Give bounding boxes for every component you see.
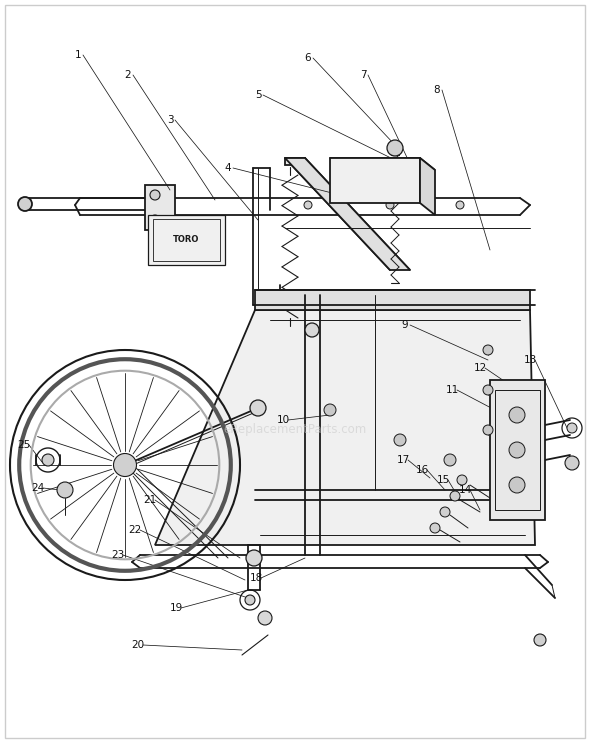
Circle shape xyxy=(440,507,450,517)
Circle shape xyxy=(456,201,464,209)
Circle shape xyxy=(18,197,32,211)
Circle shape xyxy=(509,407,525,423)
Circle shape xyxy=(57,482,73,498)
Text: 19: 19 xyxy=(169,603,183,613)
Circle shape xyxy=(565,456,579,470)
Circle shape xyxy=(509,442,525,458)
Circle shape xyxy=(258,611,272,625)
Circle shape xyxy=(150,190,160,200)
Text: 21: 21 xyxy=(143,495,156,505)
Text: 15: 15 xyxy=(437,475,450,485)
Circle shape xyxy=(304,201,312,209)
Circle shape xyxy=(483,385,493,395)
Text: 10: 10 xyxy=(277,415,290,425)
Polygon shape xyxy=(285,158,410,270)
Circle shape xyxy=(483,425,493,435)
Circle shape xyxy=(534,634,546,646)
Text: 23: 23 xyxy=(112,550,124,560)
Text: 1: 1 xyxy=(75,50,81,60)
Circle shape xyxy=(483,345,493,355)
Polygon shape xyxy=(285,158,305,165)
Text: 7: 7 xyxy=(360,70,366,80)
Text: 25: 25 xyxy=(17,440,31,450)
Circle shape xyxy=(444,454,456,466)
Text: 17: 17 xyxy=(396,455,409,465)
Polygon shape xyxy=(330,158,420,203)
Text: 2: 2 xyxy=(124,70,132,80)
Circle shape xyxy=(305,323,319,337)
Text: 5: 5 xyxy=(255,90,261,100)
Text: eReplacementParts.com: eReplacementParts.com xyxy=(224,424,366,436)
Polygon shape xyxy=(330,158,435,170)
Text: 12: 12 xyxy=(473,363,487,373)
Polygon shape xyxy=(148,215,225,265)
Circle shape xyxy=(509,477,525,493)
Polygon shape xyxy=(155,310,535,545)
Circle shape xyxy=(386,201,394,209)
Circle shape xyxy=(567,423,577,433)
Circle shape xyxy=(387,140,403,156)
Text: 8: 8 xyxy=(434,85,440,95)
Polygon shape xyxy=(145,185,175,230)
Text: 11: 11 xyxy=(445,385,458,395)
Text: TORO: TORO xyxy=(173,236,199,244)
Circle shape xyxy=(394,434,406,446)
Circle shape xyxy=(324,404,336,416)
Text: 4: 4 xyxy=(225,163,231,173)
Text: 24: 24 xyxy=(31,483,45,493)
Text: 13: 13 xyxy=(523,355,537,365)
Text: 14: 14 xyxy=(458,485,471,495)
Circle shape xyxy=(250,400,266,416)
Polygon shape xyxy=(420,158,435,215)
Text: 6: 6 xyxy=(304,53,312,63)
Polygon shape xyxy=(490,380,545,520)
Text: 9: 9 xyxy=(402,320,408,330)
Circle shape xyxy=(113,453,136,476)
Polygon shape xyxy=(255,290,530,310)
Text: 16: 16 xyxy=(415,465,428,475)
Circle shape xyxy=(245,595,255,605)
Circle shape xyxy=(450,491,460,501)
Text: 3: 3 xyxy=(167,115,173,125)
Circle shape xyxy=(150,215,160,225)
Text: 18: 18 xyxy=(250,573,263,583)
Circle shape xyxy=(430,523,440,533)
Text: 22: 22 xyxy=(129,525,142,535)
Circle shape xyxy=(246,550,262,566)
Text: 20: 20 xyxy=(132,640,145,650)
Circle shape xyxy=(42,454,54,466)
Circle shape xyxy=(457,475,467,485)
